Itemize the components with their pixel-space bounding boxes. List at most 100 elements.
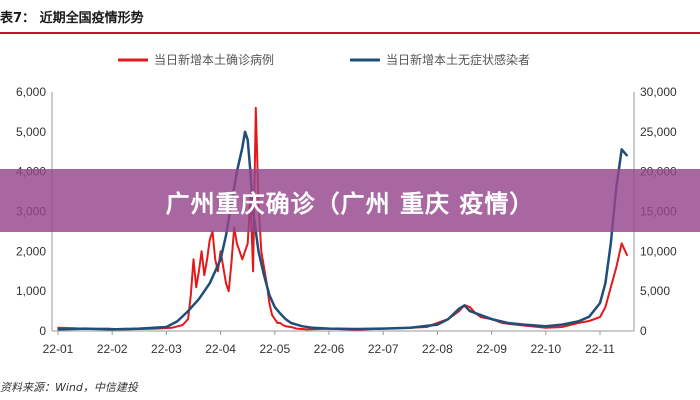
series-point-1 bbox=[599, 316, 601, 318]
series-point-2 bbox=[295, 323, 298, 326]
series-point-1 bbox=[295, 327, 298, 330]
x-tick-label: 22-08 bbox=[422, 342, 453, 356]
series-point-2 bbox=[165, 326, 168, 328]
series-point-2 bbox=[507, 322, 509, 324]
x-tick-label: 22-11 bbox=[585, 342, 615, 356]
series-point-1 bbox=[206, 258, 208, 261]
series-point-2 bbox=[138, 327, 141, 330]
y-tick-label-left: 1,000 bbox=[16, 284, 46, 298]
series-point-2 bbox=[599, 302, 601, 304]
series-point-2 bbox=[241, 147, 244, 149]
series-point-1 bbox=[187, 318, 189, 320]
y-tick-label-right: 10,000 bbox=[640, 244, 677, 258]
series-point-1 bbox=[268, 302, 271, 304]
series-point-2 bbox=[577, 320, 580, 323]
series-point-2 bbox=[257, 250, 260, 253]
series-point-2 bbox=[263, 274, 265, 277]
series-point-2 bbox=[447, 318, 450, 320]
series-point-2 bbox=[290, 322, 292, 324]
series-point-2 bbox=[480, 314, 482, 316]
series-point-2 bbox=[84, 327, 86, 330]
series-point-2 bbox=[198, 298, 200, 300]
overlay-banner: 广州重庆确诊（广州 重庆 疫情） bbox=[0, 169, 700, 232]
chart-axes: 01,0002,0003,0004,0005,0006,00005,00010,… bbox=[16, 85, 677, 356]
series-point-2 bbox=[187, 310, 189, 312]
y-tick-label-right: 25,000 bbox=[640, 125, 677, 139]
y-tick-label-right: 30,000 bbox=[640, 85, 677, 99]
series-point-2 bbox=[604, 282, 607, 285]
series-point-1 bbox=[276, 322, 279, 324]
banner-title: 广州重庆确诊（广州 重庆 疫情） bbox=[165, 190, 535, 218]
series-point-1 bbox=[480, 316, 482, 318]
series-point-2 bbox=[301, 325, 303, 328]
series-point-2 bbox=[610, 242, 612, 245]
series-point-2 bbox=[626, 154, 628, 157]
series-point-1 bbox=[217, 270, 219, 273]
series-point-2 bbox=[225, 234, 227, 237]
series-point-1 bbox=[561, 326, 563, 328]
x-tick-label: 22-04 bbox=[205, 342, 236, 356]
series-point-1 bbox=[610, 286, 612, 289]
series-point-1 bbox=[230, 262, 233, 265]
chart-legend: 当日新增本土确诊病例 当日新增本土无症状感染者 bbox=[118, 52, 530, 67]
y-tick-label-left: 2,000 bbox=[16, 244, 46, 258]
series-point-2 bbox=[355, 328, 357, 330]
series-point-2 bbox=[244, 131, 246, 133]
series-point-1 bbox=[271, 314, 273, 316]
series-point-2 bbox=[311, 327, 314, 329]
series-point-2 bbox=[328, 327, 330, 330]
series-point-1 bbox=[198, 270, 200, 273]
series-point-1 bbox=[190, 294, 192, 296]
chart-series bbox=[57, 106, 629, 331]
series-point-1 bbox=[284, 325, 287, 328]
series-point-1 bbox=[219, 250, 222, 253]
series-point-1 bbox=[227, 290, 230, 293]
series-point-1 bbox=[236, 242, 238, 245]
y-tick-label-left: 5,000 bbox=[16, 125, 46, 139]
series-point-1 bbox=[203, 274, 206, 277]
series-point-1 bbox=[195, 286, 197, 289]
figure-title: 表7： 近期全国疫情形势 bbox=[0, 11, 144, 26]
x-tick-label: 22-03 bbox=[151, 342, 182, 356]
series-point-1 bbox=[246, 242, 249, 245]
series-point-2 bbox=[176, 320, 178, 323]
series-point-1 bbox=[282, 324, 284, 326]
series-point-2 bbox=[620, 148, 623, 151]
series-point-2 bbox=[458, 307, 460, 310]
series-point-1 bbox=[260, 250, 263, 253]
series-point-1 bbox=[241, 258, 244, 261]
series-point-2 bbox=[561, 323, 563, 326]
x-tick-label: 22-07 bbox=[368, 342, 399, 356]
x-tick-label: 22-09 bbox=[476, 342, 507, 356]
header-rule bbox=[0, 32, 700, 34]
series-point-1 bbox=[290, 326, 292, 328]
y-tick-label-right: 5,000 bbox=[640, 284, 670, 298]
figure-header: 表7： 近期全国疫情形势 bbox=[0, 0, 700, 34]
series-point-2 bbox=[588, 315, 590, 318]
series-point-1 bbox=[255, 107, 257, 109]
series-point-2 bbox=[268, 294, 271, 296]
series-point-2 bbox=[490, 318, 493, 320]
series-point-1 bbox=[604, 306, 607, 308]
series-point-1 bbox=[200, 250, 203, 253]
series-point-1 bbox=[225, 282, 227, 285]
series-point-1 bbox=[222, 266, 225, 269]
series-point-1 bbox=[181, 324, 184, 326]
series-point-2 bbox=[523, 323, 525, 326]
y-tick-label-left: 0 bbox=[39, 324, 46, 338]
legend-label-1: 当日新增本土确诊病例 bbox=[154, 52, 274, 67]
series-point-2 bbox=[382, 327, 385, 330]
y-tick-label-left: 6,000 bbox=[16, 85, 46, 99]
series-point-1 bbox=[306, 328, 309, 331]
series-point-1 bbox=[252, 270, 254, 273]
series-point-2 bbox=[279, 312, 282, 315]
series-point-2 bbox=[463, 304, 466, 307]
series-point-1 bbox=[274, 318, 276, 320]
series-point-2 bbox=[111, 328, 113, 331]
series-point-1 bbox=[263, 266, 265, 269]
series-point-1 bbox=[209, 238, 211, 241]
series-point-1 bbox=[615, 266, 618, 269]
series-point-1 bbox=[626, 254, 628, 257]
series-point-1 bbox=[171, 327, 173, 329]
